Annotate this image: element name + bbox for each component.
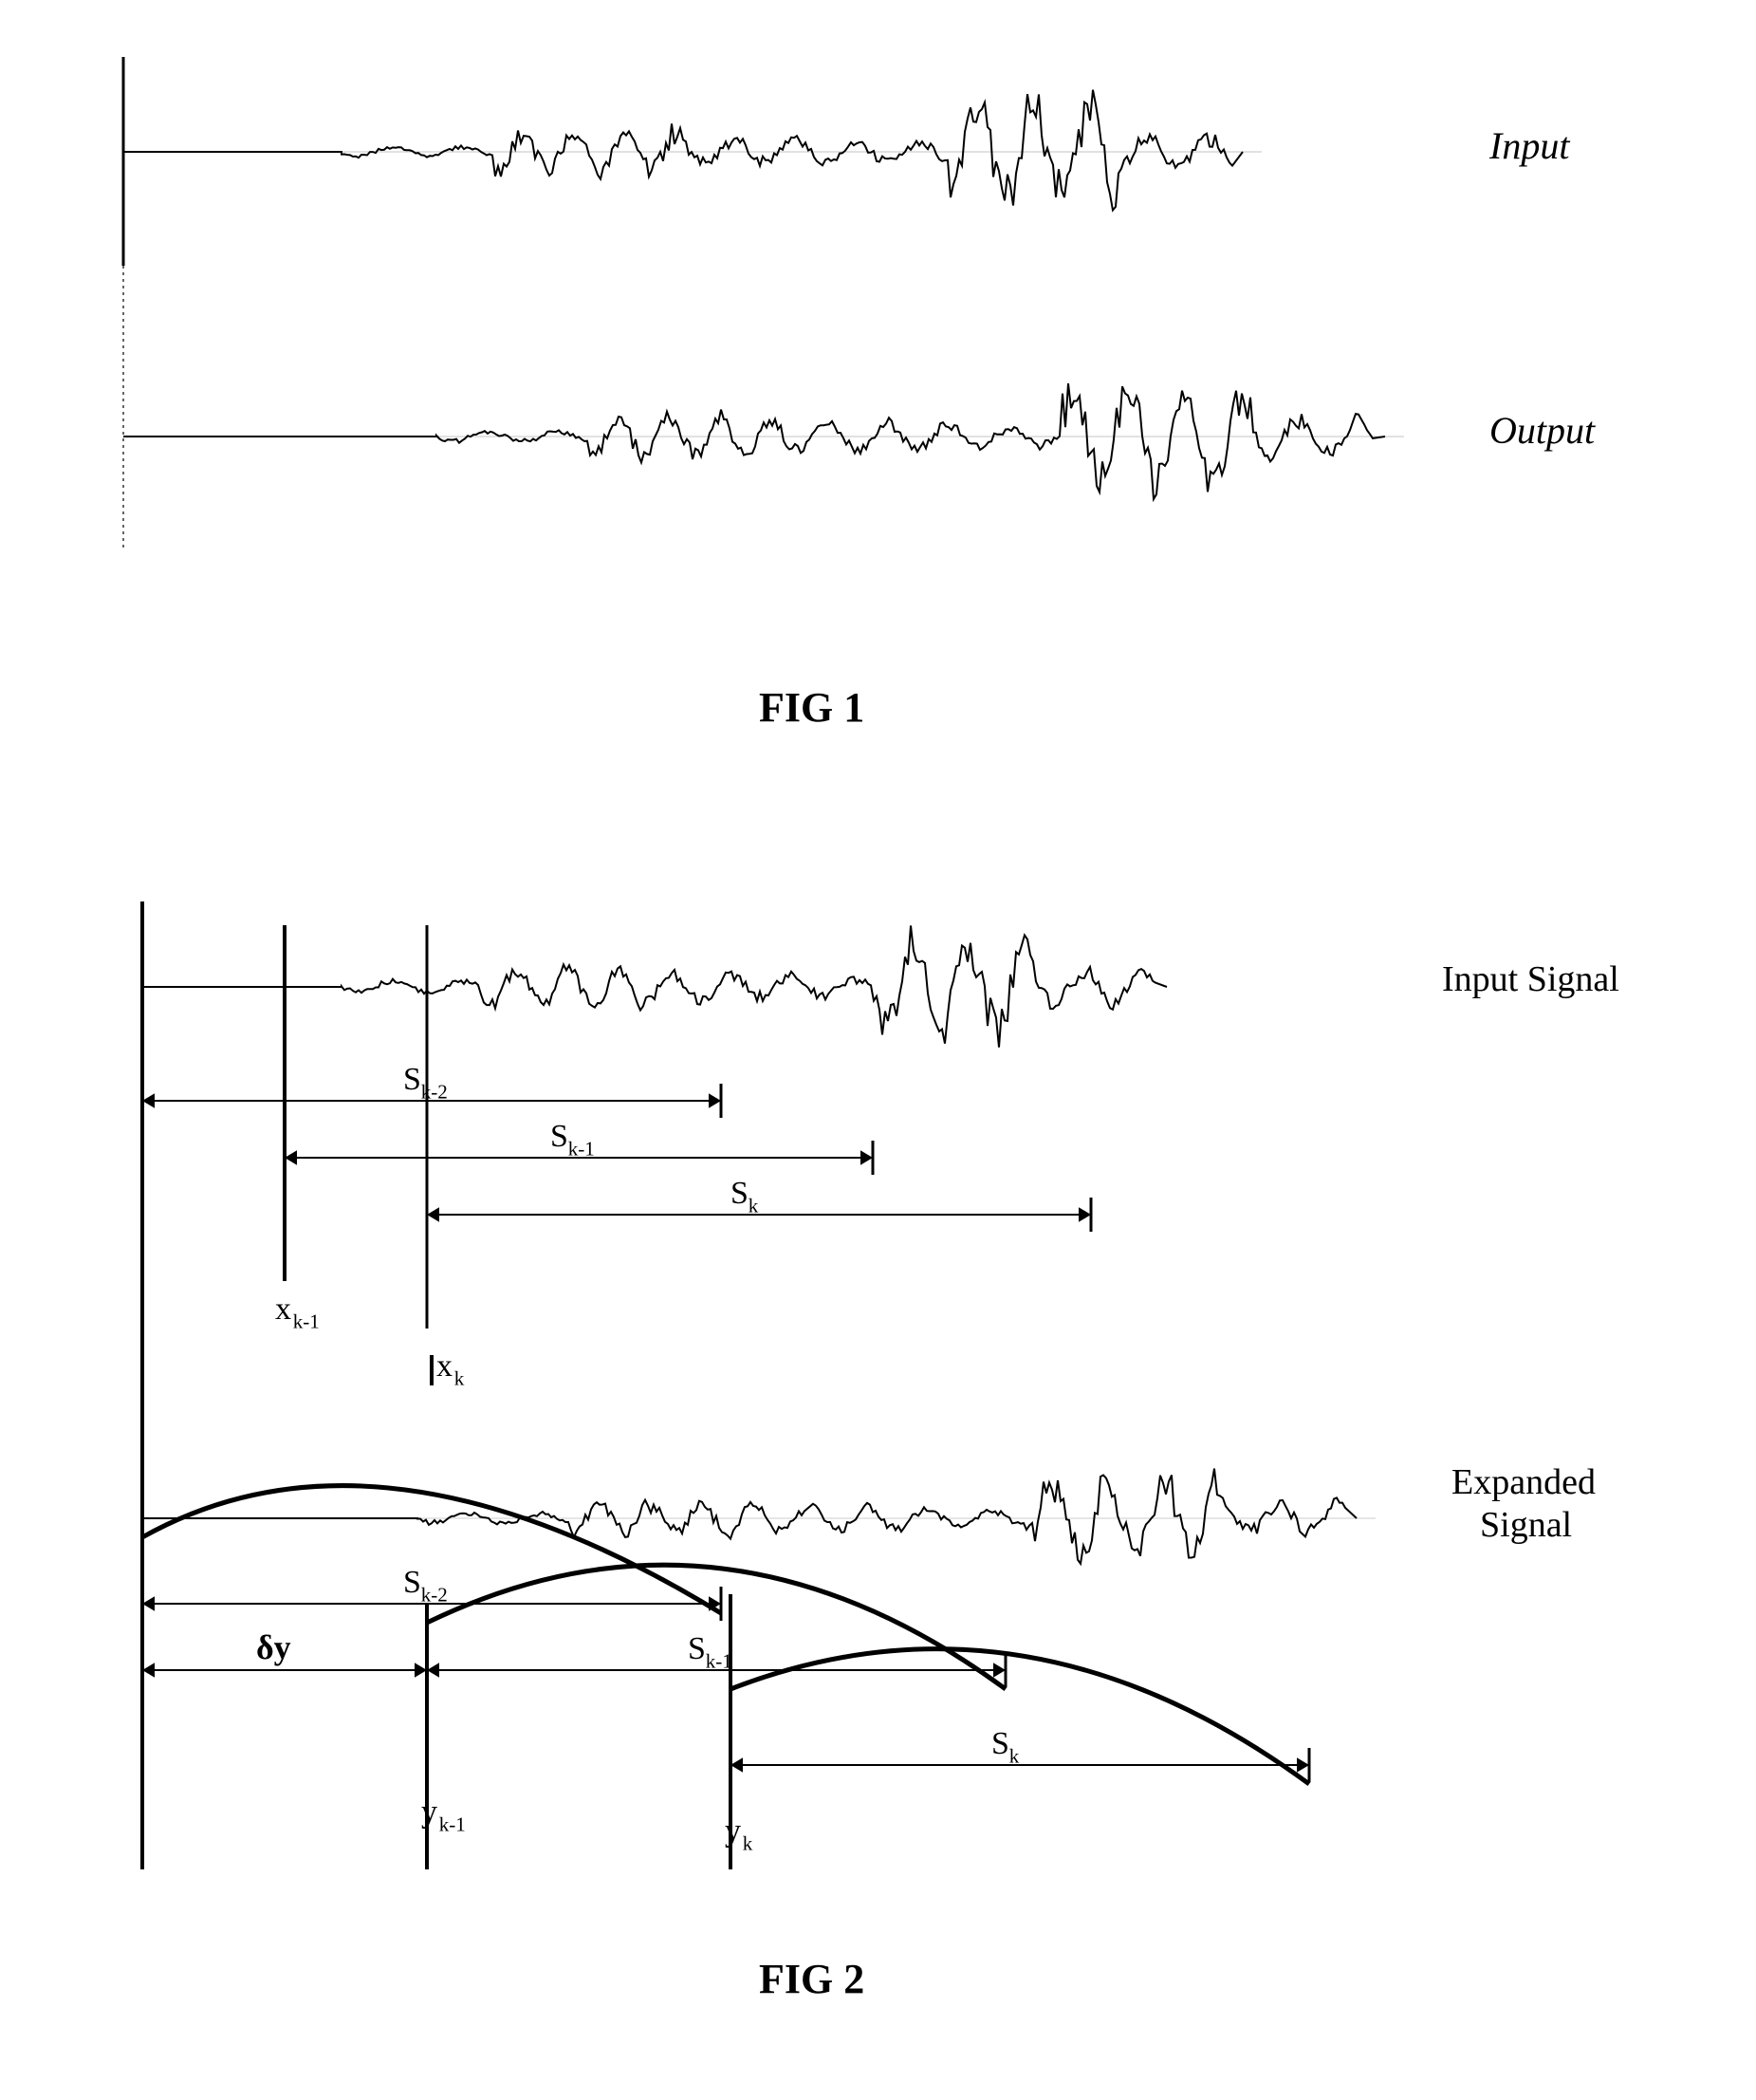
fig1-diagram [0,19,1756,645]
fig2-diagram: Sk-2Sk-1Skxk-1xkSk-2δySk-1Skyk-1yk [0,873,1756,1936]
fig2-expanded-label-1: Expanded [1451,1461,1596,1503]
svg-text:k: k [749,1195,759,1217]
svg-text:y: y [725,1813,741,1849]
fig2-caption: FIG 2 [759,1955,864,2003]
svg-text:k: k [743,1832,753,1855]
svg-text:k-1: k-1 [439,1813,466,1836]
svg-text:S: S [730,1176,749,1211]
fig2-expanded-label-2: Signal [1480,1504,1572,1546]
svg-text:k-1: k-1 [706,1650,732,1673]
svg-text:S: S [403,1062,421,1097]
svg-text:k-2: k-2 [421,1081,448,1104]
svg-text:S: S [550,1119,568,1154]
svg-text:δy: δy [256,1628,291,1666]
svg-text:x: x [275,1292,291,1327]
fig1-input-label: Input [1489,123,1569,168]
svg-text:S: S [688,1631,706,1666]
svg-text:k: k [1009,1745,1020,1768]
svg-text:k-1: k-1 [293,1310,320,1333]
fig2-input-label: Input Signal [1442,958,1619,1000]
fig1-output-label: Output [1489,408,1595,453]
svg-text:k-1: k-1 [568,1138,595,1161]
svg-text:k-2: k-2 [421,1584,448,1607]
svg-text:y: y [421,1794,437,1830]
svg-text:S: S [403,1565,421,1600]
svg-text:S: S [991,1726,1009,1761]
svg-text:k: k [454,1367,465,1390]
page: Input Output FIG 1 Sk-2Sk-1Skxk-1xkSk-2δ… [0,0,1756,2100]
fig1-caption: FIG 1 [759,683,864,732]
svg-text:x: x [436,1348,453,1384]
